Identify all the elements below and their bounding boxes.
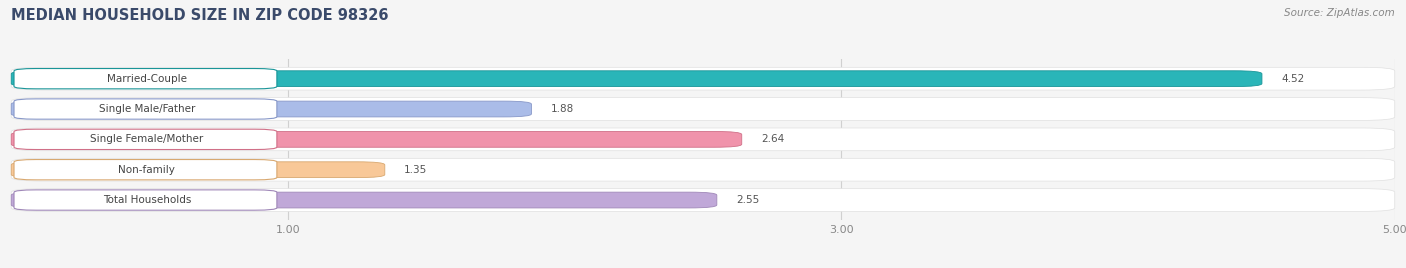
Text: Married-Couple: Married-Couple xyxy=(107,74,187,84)
FancyBboxPatch shape xyxy=(11,162,385,178)
FancyBboxPatch shape xyxy=(11,101,531,117)
FancyBboxPatch shape xyxy=(14,190,277,210)
Text: Source: ZipAtlas.com: Source: ZipAtlas.com xyxy=(1284,8,1395,18)
FancyBboxPatch shape xyxy=(11,67,1395,90)
FancyBboxPatch shape xyxy=(11,192,717,208)
FancyBboxPatch shape xyxy=(11,189,1395,211)
Text: Non-family: Non-family xyxy=(118,165,176,175)
FancyBboxPatch shape xyxy=(11,71,1263,87)
Text: 1.35: 1.35 xyxy=(404,165,427,175)
Text: 2.55: 2.55 xyxy=(737,195,759,205)
Text: 1.88: 1.88 xyxy=(551,104,574,114)
Text: Single Male/Father: Single Male/Father xyxy=(98,104,195,114)
Text: Single Female/Mother: Single Female/Mother xyxy=(90,134,204,144)
FancyBboxPatch shape xyxy=(11,158,1395,181)
Text: 2.64: 2.64 xyxy=(761,134,785,144)
FancyBboxPatch shape xyxy=(14,159,277,180)
FancyBboxPatch shape xyxy=(11,98,1395,120)
Text: MEDIAN HOUSEHOLD SIZE IN ZIP CODE 98326: MEDIAN HOUSEHOLD SIZE IN ZIP CODE 98326 xyxy=(11,8,388,23)
Text: Total Households: Total Households xyxy=(103,195,191,205)
Text: 4.52: 4.52 xyxy=(1281,74,1305,84)
FancyBboxPatch shape xyxy=(14,129,277,150)
FancyBboxPatch shape xyxy=(14,99,277,119)
FancyBboxPatch shape xyxy=(11,128,1395,151)
FancyBboxPatch shape xyxy=(11,132,742,147)
FancyBboxPatch shape xyxy=(14,69,277,89)
